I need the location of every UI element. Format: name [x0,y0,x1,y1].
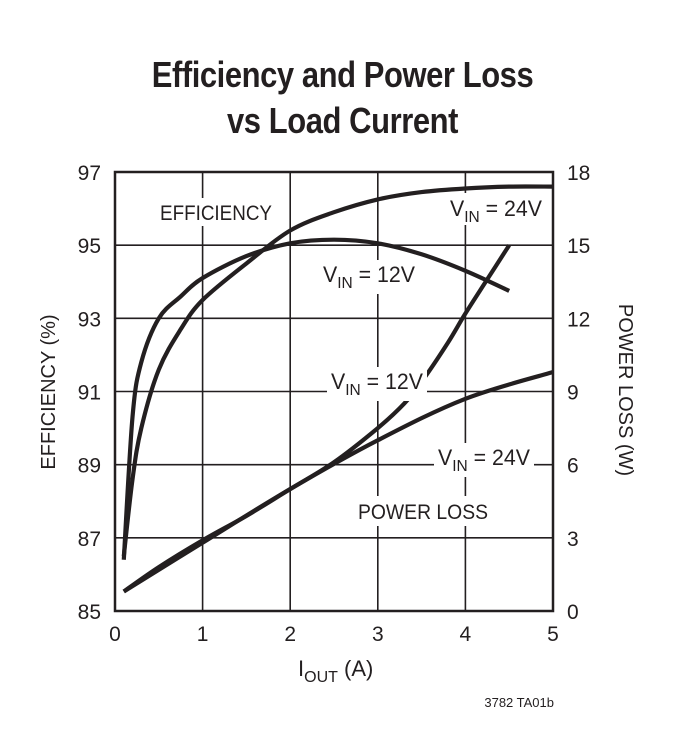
left-tick-label: 93 [78,308,101,331]
right-tick-label: 9 [567,382,579,405]
chart-title-line-2: vs Load Current [227,100,458,141]
right-tick-label: 0 [567,601,579,624]
plot-frame [113,170,555,613]
efficiency-12v-curve [121,237,511,560]
x-axis-ticks: 0 1 2 3 4 5 [109,623,559,646]
x-tick-label: 3 [372,623,384,646]
left-tick-label: 85 [78,601,101,624]
y-axis-right-label: POWER LOSS (W) [614,304,636,476]
left-tick-label: 87 [78,528,101,551]
x-axis-label: IOUT (A) [298,656,373,686]
chart-title-line-1: Efficiency and Power Loss [151,54,534,95]
x-tick-label: 0 [109,623,121,646]
data-curves [121,184,554,594]
x-tick-label: 2 [284,623,296,646]
power-loss-annotation: POWER LOSS [358,501,488,524]
efficiency-annotation: EFFICIENCY [160,202,272,225]
right-tick-label: 15 [567,235,590,258]
efficiency-24v-curve [121,184,554,557]
figure-code: 3782 TA01b [484,695,554,710]
x-tick-label: 5 [547,623,559,646]
y-axis-left-label: EFFICIENCY (%) [38,314,60,469]
right-tick-label: 12 [567,308,590,331]
x-tick-label: 4 [460,623,472,646]
left-tick-label: 95 [78,235,101,258]
left-tick-label: 91 [78,382,101,405]
left-axis-ticks: 85 87 89 91 93 95 97 [78,162,101,624]
right-axis-ticks: 0 3 6 9 12 15 18 [567,162,590,624]
power-loss-24v-curve [122,369,554,594]
right-tick-label: 3 [567,528,579,551]
left-tick-label: 97 [78,162,101,185]
right-tick-label: 6 [567,455,579,478]
left-tick-label: 89 [78,455,101,478]
right-tick-label: 18 [567,162,590,185]
x-tick-label: 1 [197,623,209,646]
